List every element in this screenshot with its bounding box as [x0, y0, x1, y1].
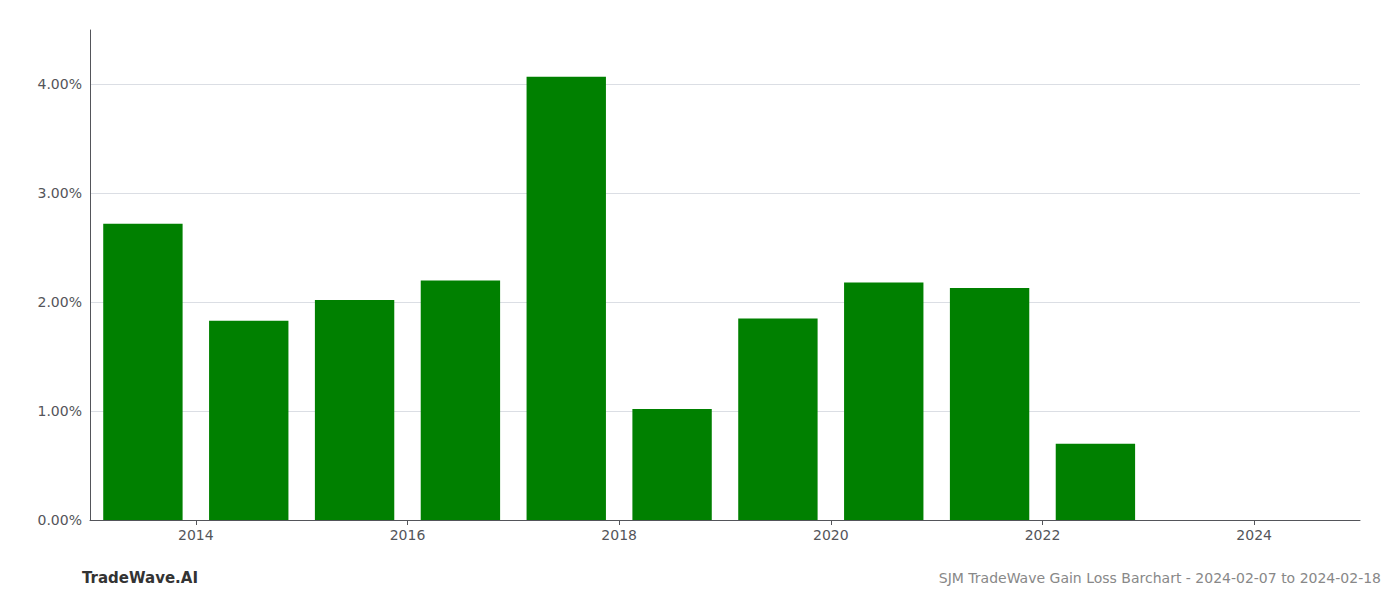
svg-text:4.00%: 4.00%	[38, 76, 82, 92]
svg-text:SJM TradeWave Gain Loss Barcha: SJM TradeWave Gain Loss Barchart - 2024-…	[939, 570, 1381, 586]
svg-text:TradeWave.AI: TradeWave.AI	[82, 569, 198, 587]
svg-text:3.00%: 3.00%	[38, 185, 82, 201]
svg-text:2018: 2018	[601, 527, 637, 543]
svg-text:2.00%: 2.00%	[38, 294, 82, 310]
svg-text:2024: 2024	[1236, 527, 1272, 543]
svg-text:2022: 2022	[1025, 527, 1061, 543]
svg-text:2016: 2016	[390, 527, 426, 543]
svg-text:2020: 2020	[813, 527, 849, 543]
svg-text:2014: 2014	[178, 527, 214, 543]
svg-text:0.00%: 0.00%	[38, 512, 82, 528]
svg-text:1.00%: 1.00%	[38, 403, 82, 419]
